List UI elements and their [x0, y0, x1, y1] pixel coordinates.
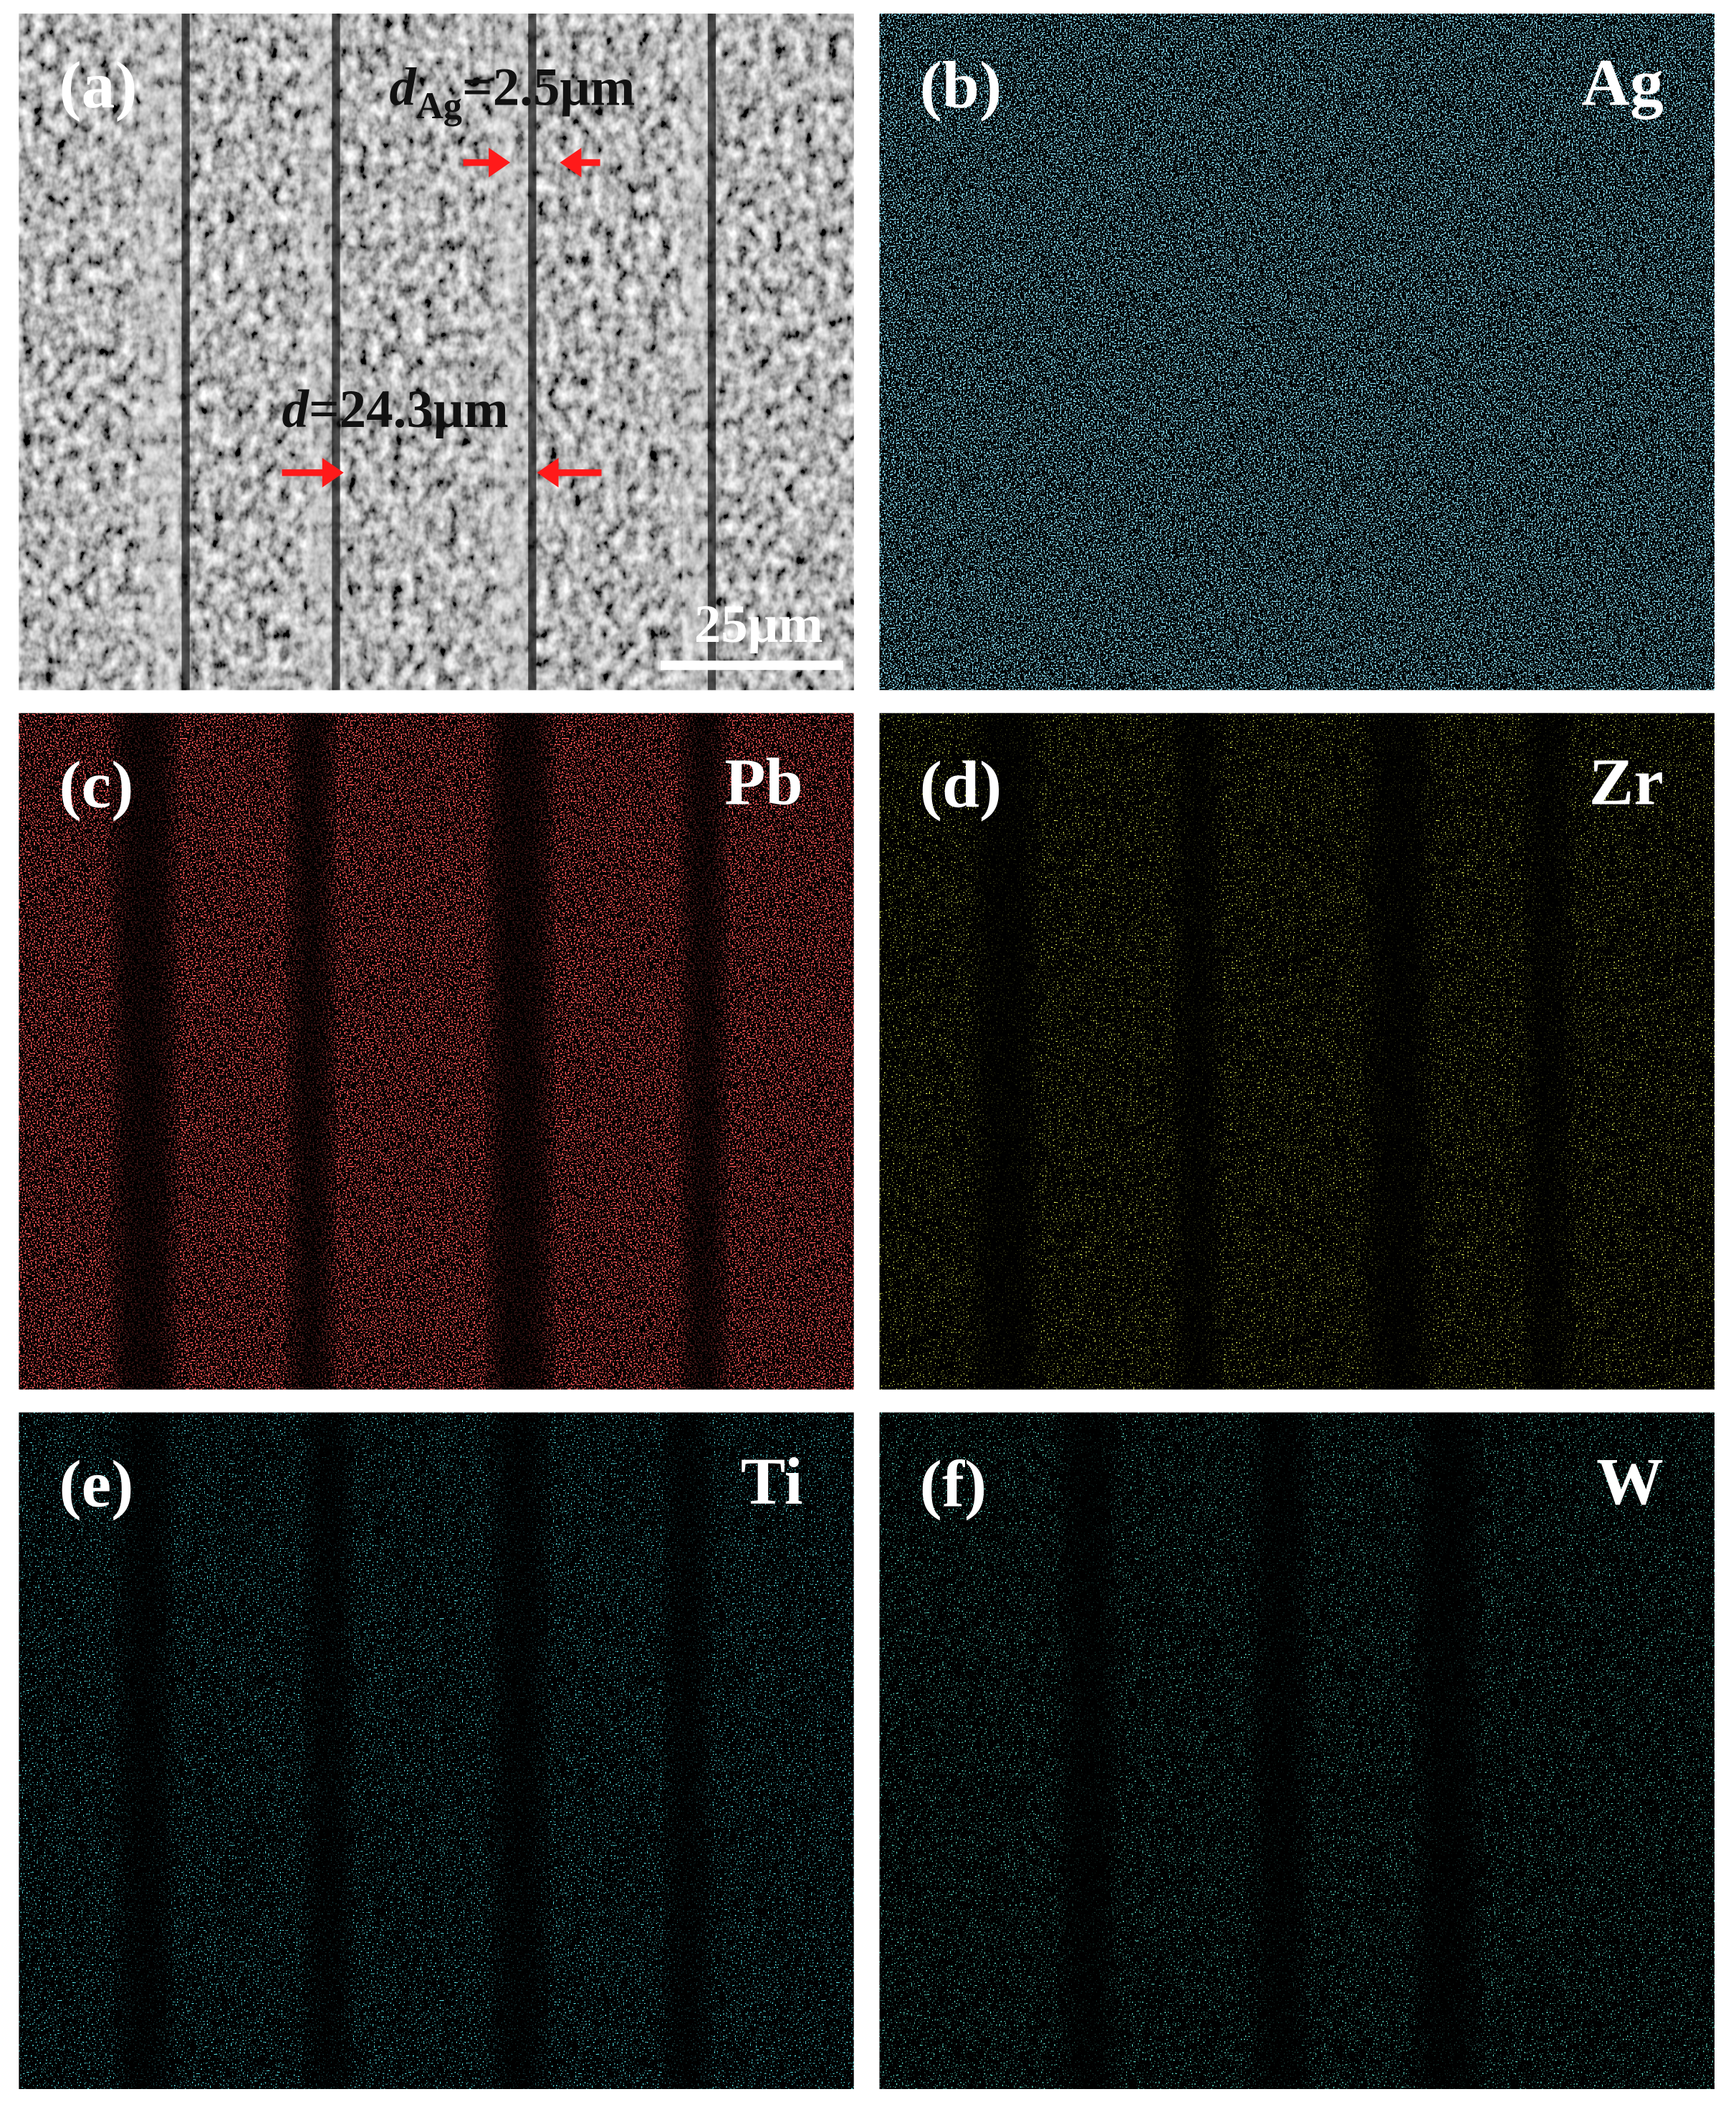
- panel: (a): [19, 13, 854, 691]
- panel: (e) Ti: [19, 1412, 854, 2089]
- depleted-zone: [1418, 1412, 1477, 2089]
- element-label: W: [1596, 1445, 1664, 1519]
- depleted-zone: [1368, 713, 1426, 1390]
- ag-stripe: [1165, 13, 1195, 691]
- symbol: d: [389, 57, 417, 117]
- eds-dots: [879, 13, 1715, 691]
- depleted-zone: [115, 713, 173, 1390]
- arrows: [282, 148, 602, 488]
- panel-label: (c): [59, 748, 133, 822]
- panel: (d) Zr: [879, 713, 1715, 1390]
- crack: [332, 13, 340, 691]
- crack: [707, 13, 716, 691]
- annotations: dAg=2.5μm d=24.3μm 25μm: [282, 57, 843, 671]
- depleted-zone: [1063, 1412, 1113, 2089]
- depleted-zone: [290, 713, 332, 1390]
- value: =2.5μm: [462, 57, 635, 117]
- value: =24.3μm: [309, 380, 509, 439]
- scale-bar: [660, 661, 843, 671]
- ridge: [682, 13, 708, 691]
- depleted-zone: [1526, 713, 1569, 1390]
- element-label: Zr: [1589, 746, 1664, 820]
- panel-label: (a): [59, 49, 137, 123]
- crack: [528, 13, 537, 691]
- element-label: Pb: [724, 746, 802, 820]
- panel-label: (f): [920, 1448, 987, 1522]
- ag-stripe: [1363, 13, 1398, 691]
- symbol: d: [282, 380, 310, 439]
- ridge: [140, 13, 182, 691]
- ridge: [494, 13, 529, 691]
- panel: (b) Ag: [879, 13, 1715, 691]
- ag-stripe: [1030, 13, 1063, 691]
- ag-stripe: [1535, 13, 1560, 691]
- depleted-zone: [666, 1412, 708, 2089]
- panel: (c) Pb: [19, 713, 854, 1390]
- element-label: Ti: [741, 1445, 803, 1519]
- depleted-zone: [1255, 1412, 1305, 2089]
- element-label: Ag: [1581, 46, 1664, 120]
- depleted-zone: [490, 713, 550, 1390]
- panel-label: (e): [59, 1448, 133, 1522]
- panel: (f) W: [879, 1412, 1715, 2089]
- measure-ag-width: dAg=2.5μm: [389, 57, 635, 127]
- depleted-zone: [1176, 713, 1218, 1390]
- depleted-zone: [307, 1412, 349, 2089]
- measure-spacing: d=24.3μm: [282, 380, 509, 439]
- panel-label: (d): [920, 748, 1002, 822]
- panel-label: (b): [920, 49, 1002, 123]
- depleted-zone: [975, 713, 1035, 1390]
- crack: [181, 13, 190, 691]
- depleted-zone: [682, 713, 725, 1390]
- depleted-zone: [494, 1412, 545, 2089]
- scale-bar-label: 25μm: [694, 595, 823, 654]
- subscript: Ag: [416, 85, 462, 127]
- depleted-zone: [119, 1412, 170, 2089]
- ridge: [307, 13, 332, 691]
